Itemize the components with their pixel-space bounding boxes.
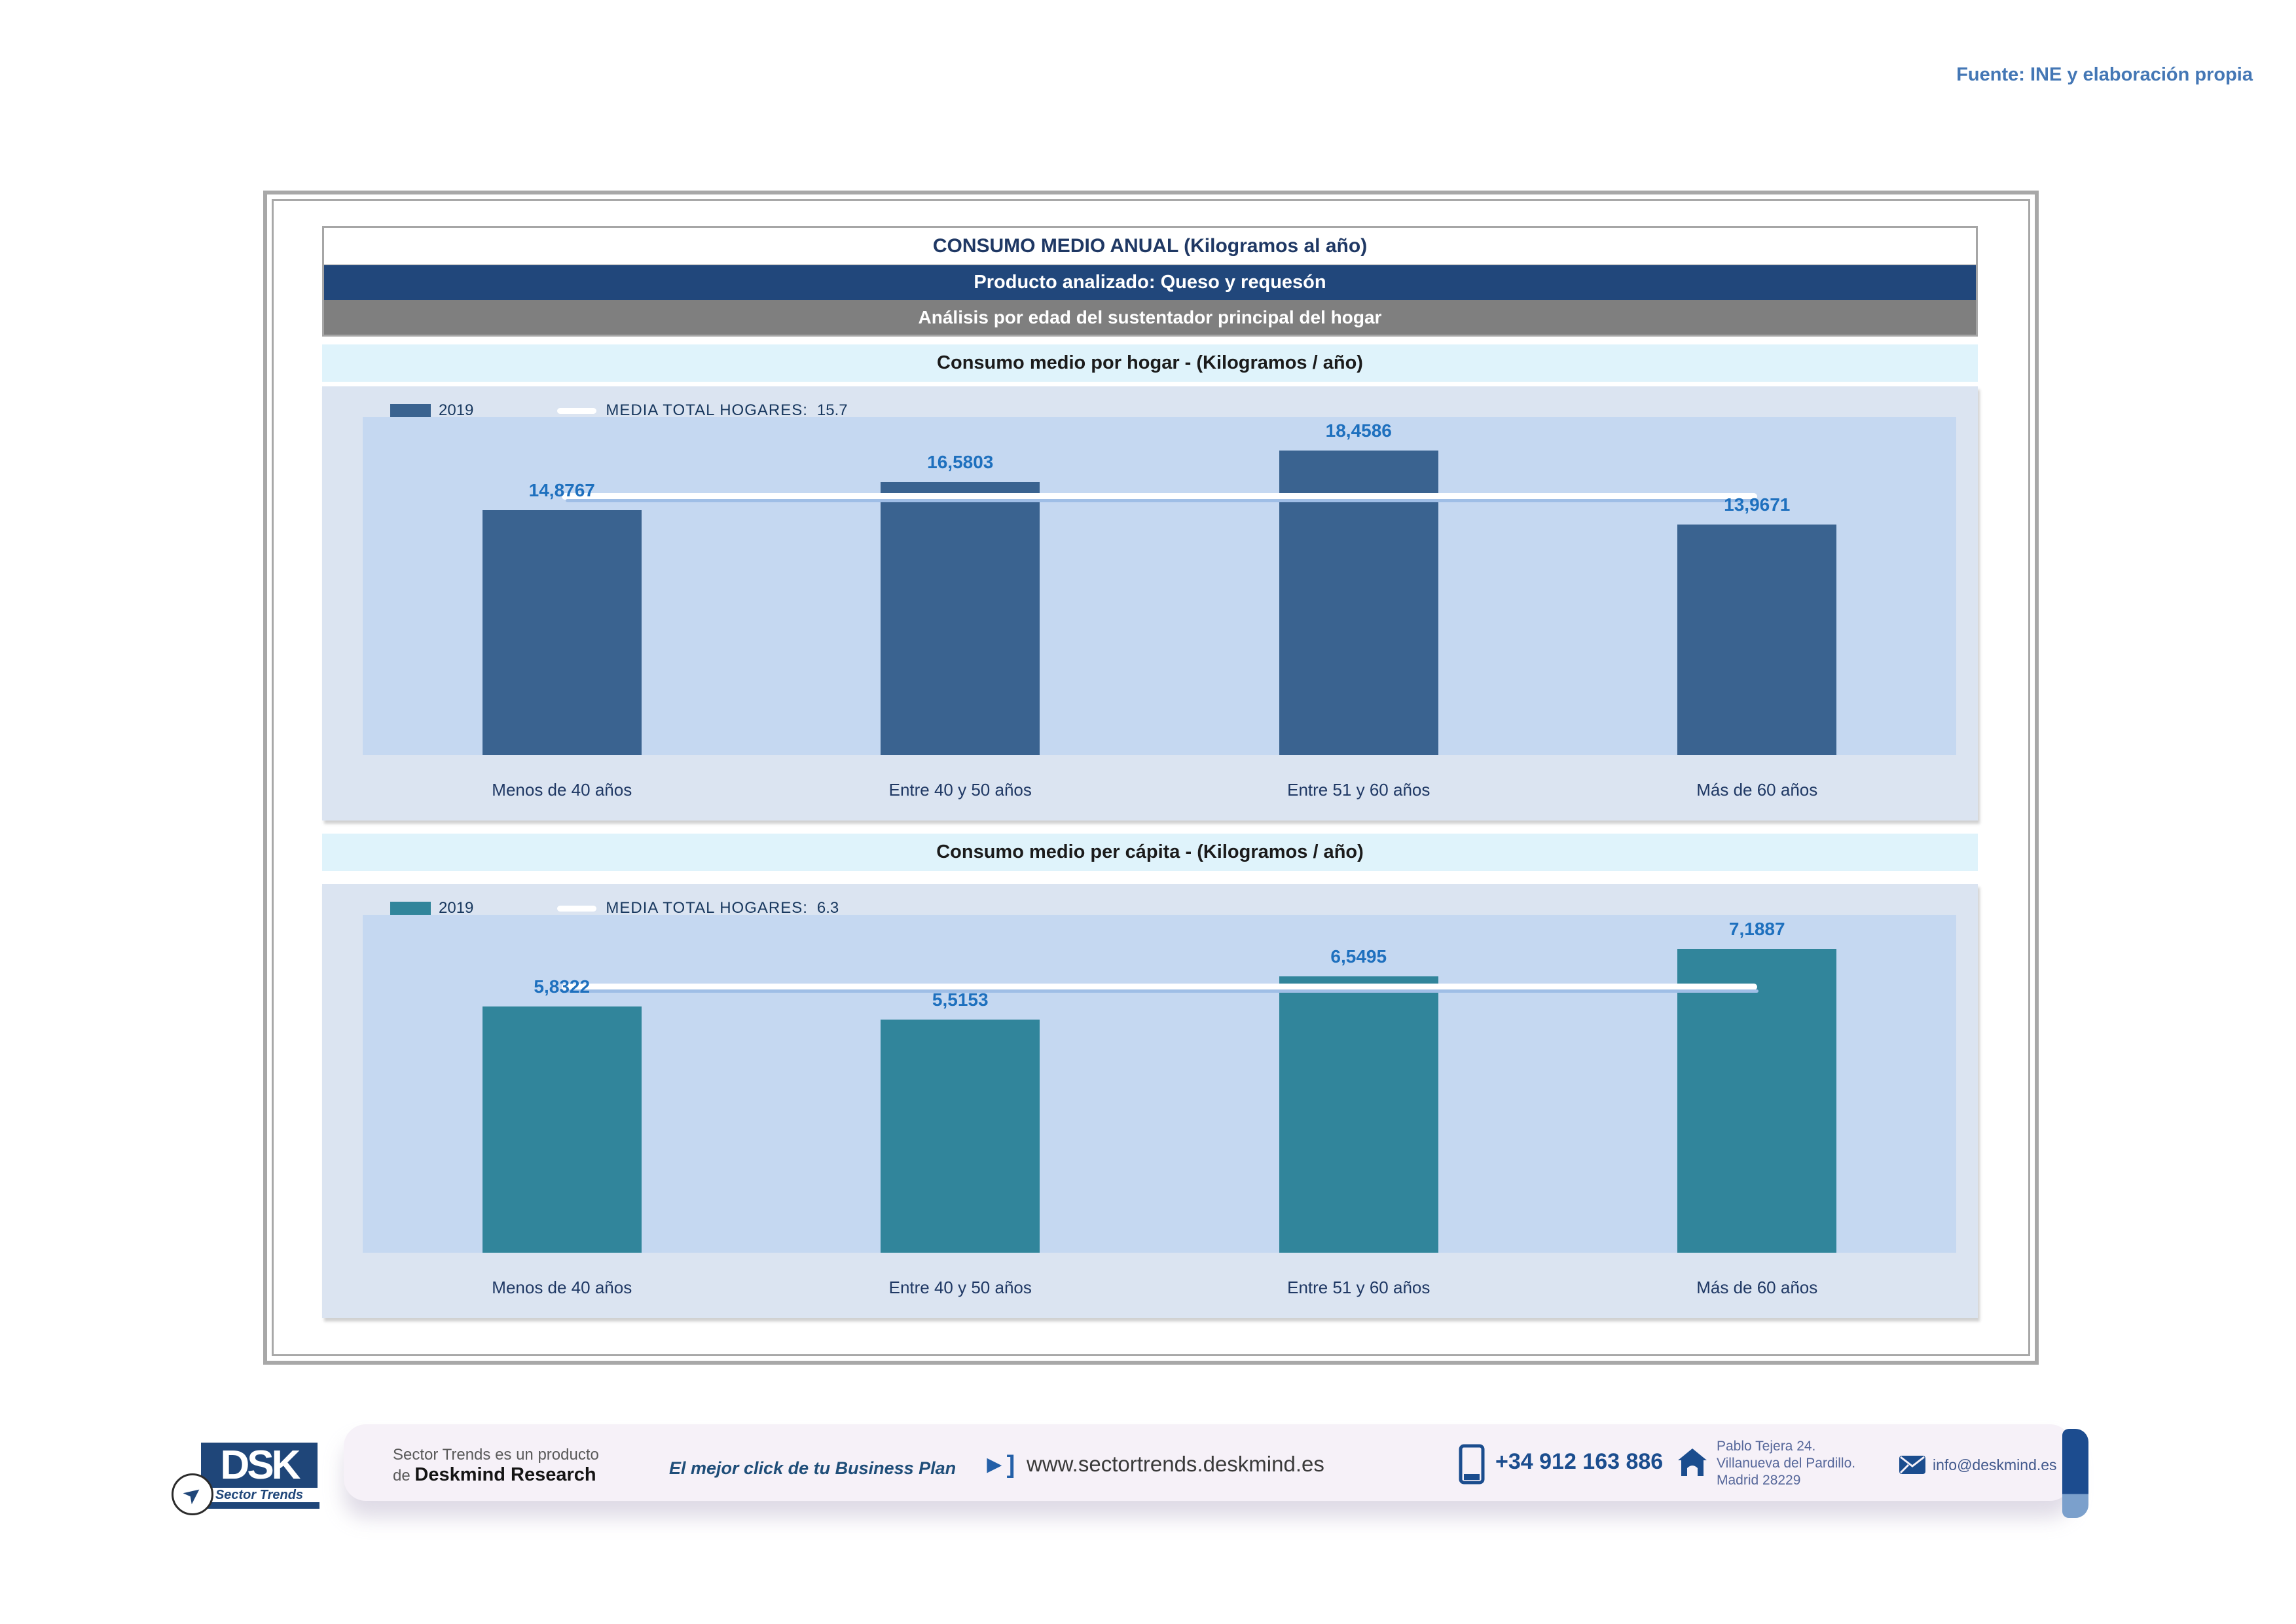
footer-bar [344,1424,2072,1501]
dsk-logo-box: DSK [201,1443,318,1488]
bar-value-label: 7,1887 [1728,919,1785,940]
bar-value-label: 13,9671 [1724,494,1791,515]
category-axis: Menos de 40 años Entre 40 y 50 años Entre … [363,768,1956,807]
category-label: Entre 51 y 60 años [1287,780,1430,800]
chart1-legend: 2019 MEDIA TOTAL HOGARES: 15.7 [390,401,848,420]
chart2-legend: 2019 MEDIA TOTAL HOGARES: 6.3 [390,898,839,918]
footer-product-line2: de Deskmind Research [393,1465,599,1486]
legend-swatch-2019 [390,404,431,417]
legend-media-line-swatch [557,905,597,912]
footer-edge-tab [2062,1429,2088,1518]
bar-value-label: 5,5153 [932,989,989,1010]
legend-media-value: 6.3 [816,899,839,917]
bar-2019-1 [881,1020,1040,1253]
footer-company-name: Deskmind Research [414,1464,596,1485]
category-axis: Menos de 40 años Entre 40 y 50 años Entre … [363,1266,1956,1305]
media-total-line [562,492,1758,502]
legend-swatch-2019 [390,902,431,915]
footer-tagline: El mejor click de tu Business Plan [669,1458,957,1478]
media-total-line [562,983,1758,993]
dsk-logo-circle: ➤ [172,1473,213,1515]
phone-icon [1459,1444,1485,1488]
category-label: Entre 40 y 50 años [888,1278,1032,1297]
legend-media-label: MEDIA TOTAL HOGARES: [606,899,808,917]
bar-2019-0 [482,1006,642,1253]
house-icon [1678,1449,1707,1479]
plot-area: 14,8767 16,5803 18,4586 13,9671 [363,417,1956,755]
bar-2019-2 [1279,976,1438,1253]
legend-label-2019: 2019 [439,401,474,419]
category-label: Más de 60 años [1696,1278,1818,1297]
footer-product-line2-prefix: de [393,1467,415,1485]
footer-phone-number: +34 912 163 886 [1495,1449,1664,1474]
bar-value-label: 6,5495 [1330,946,1387,967]
chart-households: 2019 MEDIA TOTAL HOGARES: 15.7 14,8767 16… [322,386,1978,821]
product-analyzed-bar: Producto analizado: Queso y requesón [324,264,1976,300]
legend-media-value: 15.7 [816,401,848,419]
category-label: Más de 60 años [1696,780,1818,800]
arrow-icon: ►] [982,1451,1015,1479]
dsk-logo-acronym: DSK [220,1443,301,1488]
footer-product-line1: Sector Trends es un producto [393,1446,599,1464]
address-line: Villanueva del Pardillo. [1717,1456,1856,1471]
report-frame-inner-border [272,199,2030,1356]
address-line: Madrid 28229 [1717,1473,1801,1488]
category-label: Entre 51 y 60 años [1287,1278,1430,1297]
category-label: Entre 40 y 50 años [888,780,1032,800]
bar-value-label: 16,5803 [927,451,994,472]
dsk-logo-strip [201,1502,319,1509]
legend-label-2019: 2019 [439,899,474,917]
analysis-dimension-bar: Análisis por edad del sustentador princi… [324,300,1976,335]
category-label: Menos de 40 años [492,780,632,800]
bar-value-label: 18,4586 [1325,420,1392,441]
footer-email-link[interactable]: info@deskmind.es [1933,1456,2057,1473]
bar-2019-3 [1677,949,1837,1253]
bar-value-label: 14,8767 [528,479,595,500]
legend-media-line-swatch [557,407,597,414]
envelope-icon [1899,1455,1926,1478]
report-header: CONSUMO MEDIO ANUAL (Kilogramos al año) … [322,226,1978,337]
chart1-title: Consumo medio por hogar - (Kilogramos / … [322,344,1978,382]
dsk-logo: DSK Sector Trends ➤ [172,1439,322,1538]
footer-website-link[interactable]: www.sectortrends.deskmind.es [1027,1452,1324,1476]
bar-2019-3 [1677,525,1837,755]
bar-value-label: 5,8322 [534,976,591,997]
report-title: CONSUMO MEDIO ANUAL (Kilogramos al año) [324,228,1976,264]
address-line: Pablo Tejera 24. [1717,1439,1816,1454]
bar-2019-1 [881,481,1040,755]
chart2-title: Consumo medio per cápita - (Kilogramos /… [322,834,1978,871]
legend-media-label: MEDIA TOTAL HOGARES: [606,401,808,419]
source-note: Fuente: INE y elaboración propia [1956,64,2253,85]
dsk-logo-subtitle: Sector Trends [215,1487,304,1502]
plot-area: 5,8322 5,5153 6,5495 7,1887 [363,915,1956,1253]
category-label: Menos de 40 años [492,1278,632,1297]
chart-per-capita: 2019 MEDIA TOTAL HOGARES: 6.3 5,8322 5,51… [322,884,1978,1318]
footer-product-credit: Sector Trends es un producto de Deskmind… [393,1445,599,1486]
bar-2019-0 [482,509,642,755]
footer-address: Pablo Tejera 24. Villanueva del Pardillo… [1717,1438,1855,1489]
dsk-logo-band: Sector Trends [201,1488,318,1502]
paper-plane-icon: ➤ [177,1479,208,1510]
